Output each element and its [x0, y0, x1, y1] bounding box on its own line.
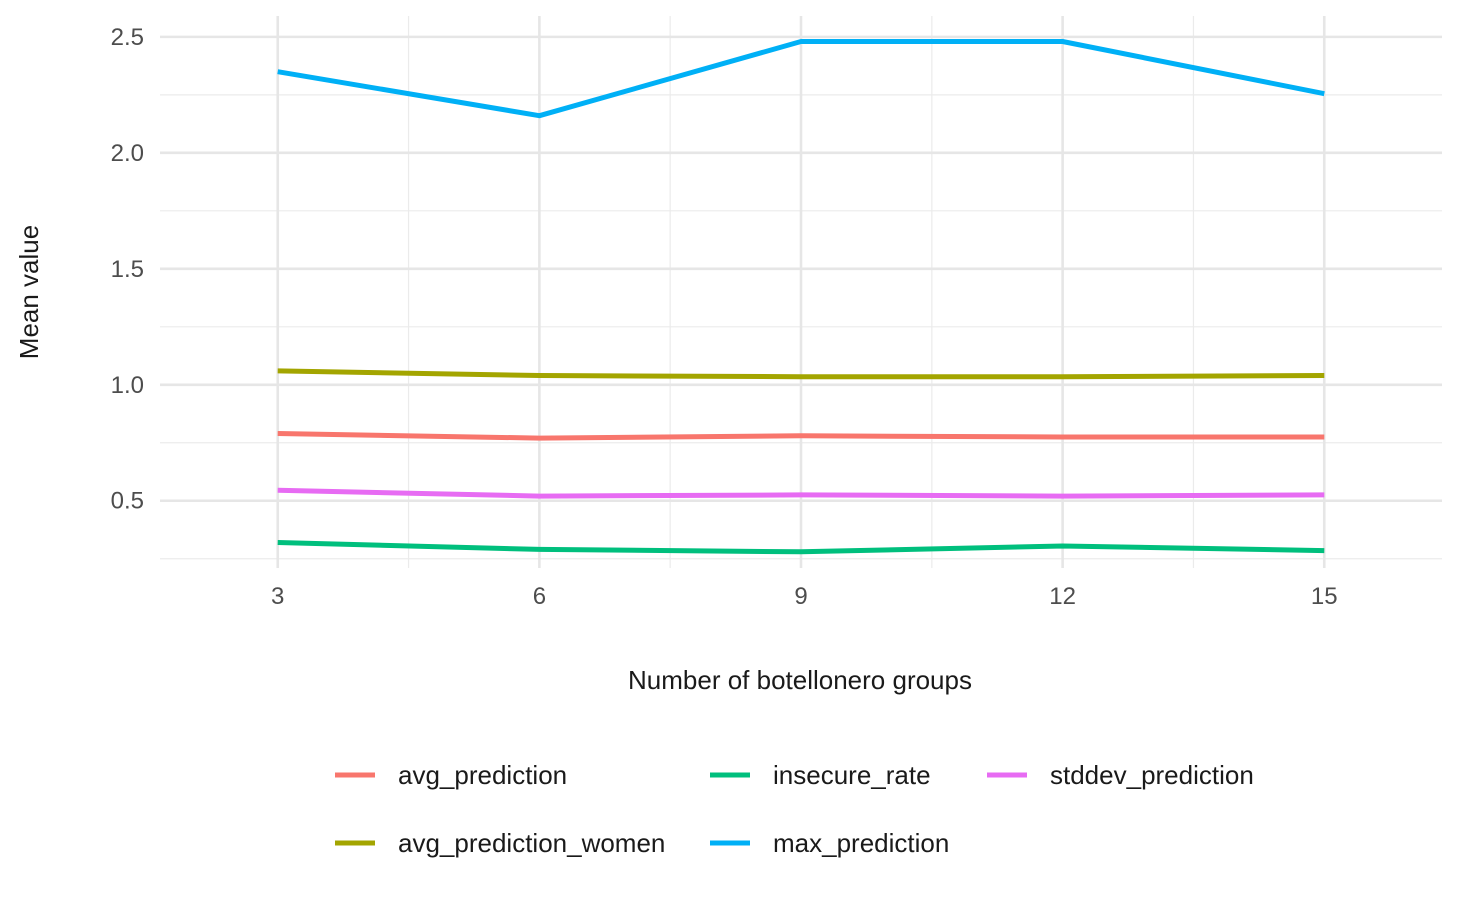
y-tick-label: 2.0	[111, 140, 144, 167]
series-line-insecure-rate	[277, 540, 1325, 555]
x-axis-title: Number of botellonero groups	[628, 665, 972, 695]
major-gridlines	[160, 16, 1442, 568]
x-tick-label: 15	[1311, 583, 1338, 610]
legend-label-insecure-rate: insecure_rate	[773, 760, 931, 790]
y-tick-label: 1.5	[111, 256, 144, 283]
series-line-avg-prediction-women	[277, 368, 1325, 380]
legend-label-avg-prediction-women: avg_prediction_women	[398, 828, 665, 858]
y-tick-label: 0.5	[111, 488, 144, 515]
series-line-max-prediction	[277, 39, 1325, 119]
x-tick-label: 9	[794, 583, 807, 610]
x-tick-label: 12	[1049, 583, 1076, 610]
legend-label-stddev-prediction: stddev_prediction	[1050, 760, 1254, 790]
legend: avg_prediction avg_prediction_women insecu…	[335, 760, 1254, 858]
series-line-avg-prediction	[277, 431, 1325, 441]
y-axis-tick-labels: 0.5 1.0 1.5 2.0 2.5	[111, 24, 144, 515]
legend-label-max-prediction: max_prediction	[773, 828, 949, 858]
x-tick-label: 6	[533, 583, 546, 610]
x-tick-label: 3	[271, 583, 284, 610]
series-lines	[277, 39, 1325, 555]
x-axis-tick-labels: 3 6 9 12 15	[271, 583, 1338, 610]
y-axis-title: Mean value	[14, 225, 44, 359]
legend-label-avg-prediction: avg_prediction	[398, 760, 567, 790]
series-line-stddev-prediction	[277, 487, 1325, 499]
y-tick-label: 1.0	[111, 372, 144, 399]
y-tick-label: 2.5	[111, 24, 144, 51]
